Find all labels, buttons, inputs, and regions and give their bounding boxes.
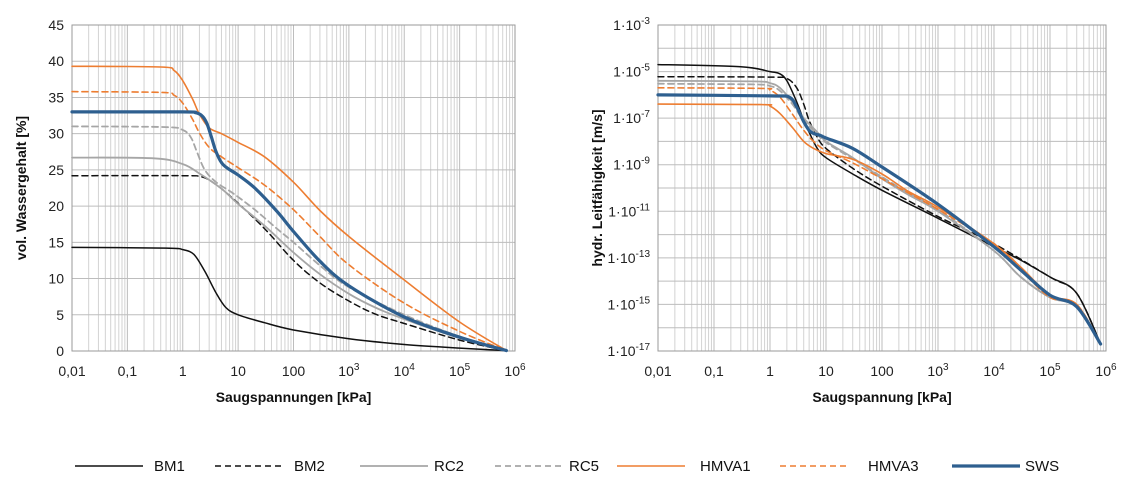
legend-item-sws: SWS — [952, 458, 1059, 475]
series-line-rc5 — [71, 125, 508, 352]
x-tick-labels: 0,01 0,1 1 10 100 103 104 105 106 — [58, 362, 526, 379]
series-group — [70, 65, 508, 353]
y-tick-label: 1·10-3 — [613, 16, 650, 33]
x-tick-label: 106 — [1095, 362, 1117, 379]
plot-frame — [71, 24, 516, 352]
y-axis-title: vol. Wassergehalt [%] — [13, 116, 29, 260]
y-tick-label: 15 — [48, 234, 64, 250]
x-axis-title: Saugspannung [kPa] — [812, 389, 951, 405]
y-tick-label: 40 — [48, 53, 64, 69]
x-tick-label: 0,1 — [704, 363, 724, 379]
x-tick-label: 10 — [818, 363, 834, 379]
y-tick-label: 30 — [48, 126, 64, 142]
x-tick-label: 105 — [449, 362, 471, 379]
legend-label: RC5 — [569, 458, 599, 475]
series-line-hmva3 — [71, 90, 508, 352]
legend-item-bm2: BM2 — [215, 458, 325, 475]
chart-1: 0,01 0,1 1 10 100 103 104 105 106 0 5 10 15 20 25 30 35 4… — [13, 17, 526, 405]
y-tick-label: 5 — [56, 307, 64, 323]
y-tick-label: 1·10-7 — [613, 109, 650, 126]
legend-label: BM1 — [154, 458, 185, 475]
x-tick-label: 104 — [394, 362, 416, 379]
legend-item-rc5: RC5 — [495, 458, 599, 475]
x-tick-label: 0,1 — [118, 363, 138, 379]
series-line-sws — [656, 93, 1103, 346]
x-axis-title: Saugspannungen [kPa] — [216, 389, 372, 405]
series-line-hmva3 — [657, 87, 1102, 345]
legend-item-rc2: RC2 — [360, 458, 464, 475]
chart-2: 0,01 0,1 1 10 100 103 104 105 1061·10-31·10-51·1… — [589, 16, 1117, 405]
y-tick-label: 1·10-13 — [608, 249, 651, 266]
legend-label: HMVA1 — [700, 458, 751, 475]
x-tick-label: 103 — [927, 362, 949, 379]
x-tick-label: 1 — [179, 363, 187, 379]
x-tick-label: 0,01 — [58, 363, 85, 379]
y-tick-label: 25 — [48, 162, 64, 178]
y-tick-label: 1·10-5 — [613, 63, 650, 80]
y-tick-labels: 0 5 10 15 20 25 30 35 40 45 — [48, 17, 64, 359]
x-tick-label: 10 — [230, 363, 246, 379]
x-tick-label: 103 — [338, 362, 360, 379]
series-line-hmva1 — [657, 103, 1102, 345]
series-line-bm2 — [657, 75, 1102, 345]
x-tick-label: 100 — [282, 363, 306, 379]
legend-item-hmva3: HMVA3 — [780, 458, 919, 475]
legend-item-hmva1: HMVA1 — [617, 458, 751, 475]
y-tick-label: 1·10-9 — [613, 156, 650, 173]
x-tick-labels: 0,01 0,1 1 10 100 103 104 105 106 — [644, 362, 1117, 379]
series-line-hmva1 — [71, 65, 508, 352]
series-line-bm1 — [71, 246, 508, 352]
y-axis-title: hydr. Leitfähigkeit [m/s] — [589, 109, 605, 266]
series-line-rc2 — [657, 79, 1102, 345]
grid — [657, 24, 1106, 352]
y-tick-label: 45 — [48, 17, 64, 33]
legend-label: SWS — [1025, 458, 1059, 475]
x-tick-label: 104 — [983, 362, 1005, 379]
y-tick-label: 0 — [56, 343, 64, 359]
legend-item-bm1: BM1 — [75, 458, 185, 475]
grid — [71, 24, 515, 352]
x-tick-label: 106 — [504, 362, 526, 379]
x-tick-label: 0,01 — [644, 363, 671, 379]
y-tick-label: 35 — [48, 89, 64, 105]
x-tick-label: 105 — [1039, 362, 1061, 379]
series-line-bm2 — [71, 174, 508, 352]
y-tick-label: 1·10-11 — [608, 202, 650, 219]
x-tick-label: 100 — [870, 363, 894, 379]
y-tick-label: 1·10-17 — [608, 342, 651, 359]
x-tick-label: 1 — [766, 363, 774, 379]
y-tick-labels: 1·10-3 1·10-5 1·10-7 1·10-9 1·10-11 1·10-13 1·… — [608, 16, 651, 359]
legend-label: BM2 — [294, 458, 325, 475]
legend-label: RC2 — [434, 458, 464, 475]
series-line-sws — [70, 110, 508, 353]
series-line-rc2 — [71, 156, 508, 352]
legend: BM1 BM2 RC2 RC5 HMVA1 HMVA3 SWS — [75, 458, 1059, 475]
y-tick-label: 20 — [48, 198, 64, 214]
plot-frame — [657, 24, 1107, 352]
series-group — [656, 63, 1103, 346]
y-tick-label: 10 — [48, 271, 64, 287]
legend-label: HMVA3 — [868, 458, 919, 475]
y-tick-label: 1·10-15 — [608, 295, 651, 312]
